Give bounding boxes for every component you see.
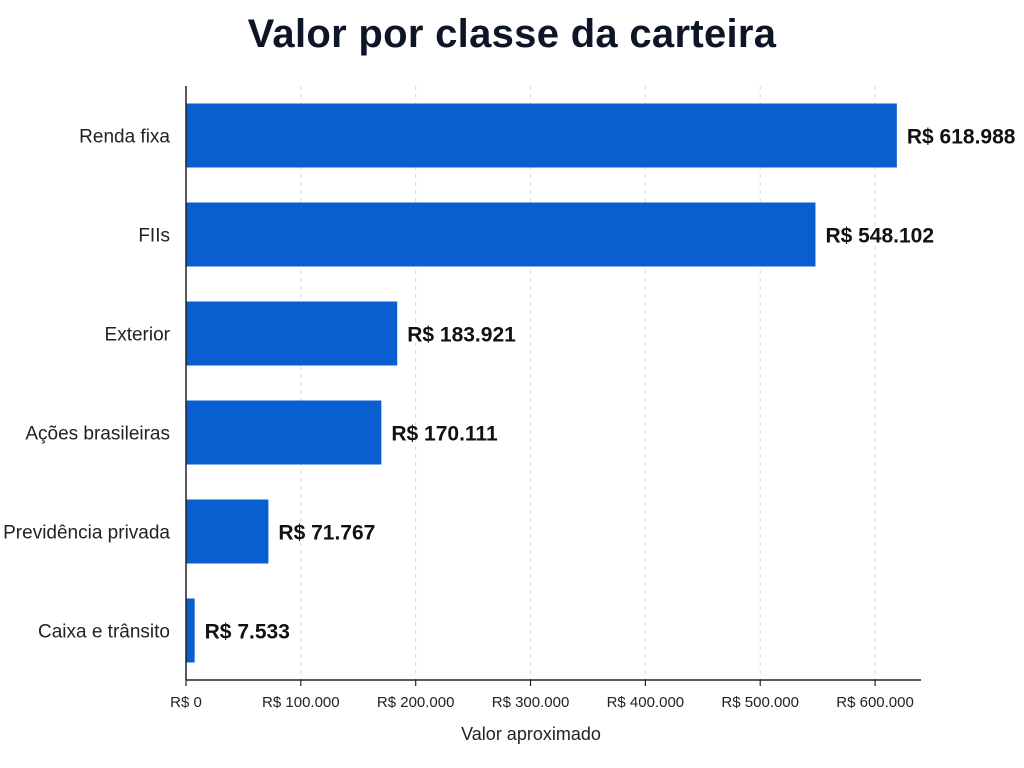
value-label: R$ 183.921 — [407, 324, 516, 347]
value-label: R$ 548.102 — [825, 225, 934, 248]
value-label: R$ 618.988 — [907, 126, 1016, 149]
x-axis-title: Valor aproximado — [461, 724, 601, 744]
bars — [186, 103, 897, 663]
category-label: Exterior — [105, 325, 171, 346]
bar — [186, 499, 269, 564]
bar — [186, 202, 816, 267]
x-tick-label: R$ 200.000 — [377, 694, 455, 711]
category-label: FIIs — [138, 226, 170, 247]
bar — [186, 301, 398, 366]
x-tick-label: R$ 400.000 — [607, 694, 685, 711]
category-label: Renda fixa — [79, 127, 170, 148]
bar — [186, 103, 897, 168]
x-tick-label: R$ 0 — [170, 694, 202, 711]
value-label: R$ 7.533 — [205, 621, 290, 644]
value-label: R$ 71.767 — [278, 522, 375, 545]
x-tick-label: R$ 100.000 — [262, 694, 340, 711]
category-label: Previdência privada — [3, 523, 170, 544]
chart-title: Valor por classe da carteira — [247, 12, 777, 56]
category-label: Ações brasileiras — [25, 424, 170, 445]
gridlines — [300, 86, 876, 680]
x-tick-label: R$ 600.000 — [836, 694, 914, 711]
axes — [185, 86, 921, 686]
x-tick-label: R$ 300.000 — [492, 694, 570, 711]
bar — [186, 400, 382, 465]
labels: Renda fixa R$ 618.988 FIIs R$ 548.102 Exteri… — [3, 126, 1016, 712]
bar — [186, 598, 195, 663]
category-label: Caixa e trânsito — [38, 622, 170, 643]
value-label: R$ 170.111 — [391, 423, 498, 446]
x-tick-label: R$ 500.000 — [721, 694, 799, 711]
